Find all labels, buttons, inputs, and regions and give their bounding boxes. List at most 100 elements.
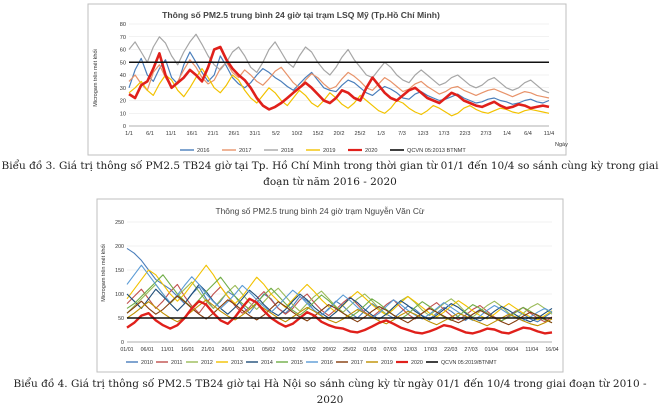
- legend-label: 2016: [197, 148, 209, 154]
- legend-item: 2020: [348, 148, 377, 154]
- x-tick-label: 11/04: [525, 347, 538, 353]
- x-tick-label: 21/01: [201, 347, 214, 353]
- legend-label: 2010: [141, 360, 153, 366]
- legend-item: 2014: [246, 360, 273, 366]
- legend-item: QCVN 05:2013 BTNMT: [390, 148, 466, 154]
- y-tick-label: 200: [115, 244, 124, 250]
- y-tick-label: 50: [120, 60, 126, 66]
- series-line-2014: [126, 283, 553, 323]
- x-tick-label: 07/03: [383, 347, 396, 353]
- chart1-title: Thông số PM2.5 trung bình 24 giờ tại trạ…: [162, 10, 440, 20]
- x-tick-label: 26/01: [222, 347, 235, 353]
- legend-label: 2017: [351, 360, 363, 366]
- chart1-xlabel: Ngày: [555, 142, 568, 148]
- x-tick-label: 10/02: [282, 347, 295, 353]
- legend-label: 2016: [321, 360, 333, 366]
- x-tick-label: 21/1: [208, 131, 219, 137]
- legend-label: 2020: [365, 148, 377, 154]
- legend-item: 2020: [396, 360, 423, 366]
- legend-label: 2017: [239, 148, 251, 154]
- x-tick-label: 17/3: [439, 131, 450, 137]
- y-tick-label: 80: [120, 22, 126, 28]
- x-tick-label: 22/03: [444, 347, 457, 353]
- x-tick-label: 16/01: [181, 347, 194, 353]
- legend-label: 2013: [231, 360, 243, 366]
- x-tick-label: 27/3: [481, 131, 492, 137]
- legend-label: 2015: [291, 360, 303, 366]
- x-tick-label: 11/01: [161, 347, 174, 353]
- y-tick-label: 60: [120, 48, 126, 54]
- legend-item: 2011: [156, 360, 182, 366]
- y-tick-label: 100: [115, 292, 124, 298]
- x-tick-label: 1/1: [125, 131, 133, 137]
- x-tick-label: 05/02: [262, 347, 275, 353]
- chart2-ylabel: Microgam trên mét khối: [101, 244, 107, 301]
- x-tick-label: 1/3: [377, 131, 385, 137]
- x-tick-label: 01/04: [485, 347, 498, 353]
- legend-item: 2015: [276, 360, 303, 366]
- x-tick-label: 1/4: [503, 131, 511, 137]
- y-tick-label: 250: [115, 220, 124, 226]
- x-tick-label: 16/1: [187, 131, 198, 137]
- x-tick-label: 31/01: [242, 347, 255, 353]
- series-line-2020: [128, 45, 550, 111]
- legend-item: 2016: [306, 360, 333, 366]
- legend-item: 2019: [306, 148, 335, 154]
- legend-item: 2018: [264, 148, 293, 154]
- series-line-2016: [128, 51, 550, 105]
- y-tick-label: 10: [120, 111, 126, 117]
- legend-item: 2013: [216, 360, 243, 366]
- x-tick-label: 6/1: [146, 131, 154, 137]
- legend-label: QCVN 05:2019/BTNMT: [441, 360, 497, 366]
- chart2-caption: Biểu đồ 4. Giá trị thông số PM2.5 TB24 g…: [13, 378, 647, 406]
- legend-item: 2017: [222, 148, 251, 154]
- series-line-2017: [126, 295, 553, 326]
- chart2-title: Thông số PM2.5 trung bình 24 giờ trạm Ng…: [216, 206, 425, 216]
- legend-label: 2019: [381, 360, 393, 366]
- y-tick-label: 0: [123, 124, 126, 130]
- x-tick-label: 06/01: [141, 347, 154, 353]
- legend-label: QCVN 05:2013 BTNMT: [407, 148, 466, 154]
- legend-label: 2019: [323, 148, 335, 154]
- x-tick-label: 01/01: [120, 347, 133, 353]
- x-tick-label: 22/3: [460, 131, 471, 137]
- chart2-frame: [96, 198, 564, 373]
- x-tick-label: 11/4: [544, 131, 554, 137]
- legend-item: 2016: [180, 148, 209, 154]
- y-tick-label: 70: [120, 35, 126, 41]
- chart1-caption: Biểu đồ 3. Giá trị thông số PM2.5 TB24 g…: [1, 160, 659, 188]
- legend-label: 2018: [281, 148, 293, 154]
- legend-label: 2014: [261, 360, 273, 366]
- legend-item: 2010: [126, 360, 153, 366]
- x-tick-label: 01/03: [363, 347, 376, 353]
- x-tick-label: 12/3: [418, 131, 429, 137]
- x-tick-label: 7/3: [398, 131, 406, 137]
- x-tick-label: 26/1: [229, 131, 240, 137]
- y-tick-label: 0: [121, 340, 124, 346]
- series-line-2016: [126, 264, 553, 322]
- x-tick-label: 06/04: [505, 347, 518, 353]
- series-line-2019: [128, 67, 550, 117]
- legend-label: 2011: [171, 360, 182, 366]
- x-tick-label: 6/4: [524, 131, 532, 137]
- x-tick-label: 25/2: [355, 131, 366, 137]
- y-tick-label: 30: [120, 86, 126, 92]
- x-tick-label: 16/04: [545, 347, 558, 353]
- chart1-ylabel: Microgam trên mét khối: [93, 49, 99, 106]
- x-tick-label: 12/03: [404, 347, 417, 353]
- x-tick-label: 25/02: [343, 347, 356, 353]
- series-line-2019: [126, 299, 553, 327]
- chart1-frame: [87, 3, 567, 156]
- x-tick-label: 5/2: [272, 131, 280, 137]
- legend-label: 2020: [411, 360, 423, 366]
- legend-label: 2012: [201, 360, 213, 366]
- x-tick-label: 17/03: [424, 347, 437, 353]
- x-tick-label: 10/2: [292, 131, 303, 137]
- x-tick-label: 20/02: [323, 347, 336, 353]
- legend-item: 2017: [336, 360, 363, 366]
- x-tick-label: 15/02: [303, 347, 316, 353]
- x-tick-label: 20/2: [334, 131, 345, 137]
- y-tick-label: 50: [118, 316, 124, 322]
- x-tick-label: 27/03: [464, 347, 477, 353]
